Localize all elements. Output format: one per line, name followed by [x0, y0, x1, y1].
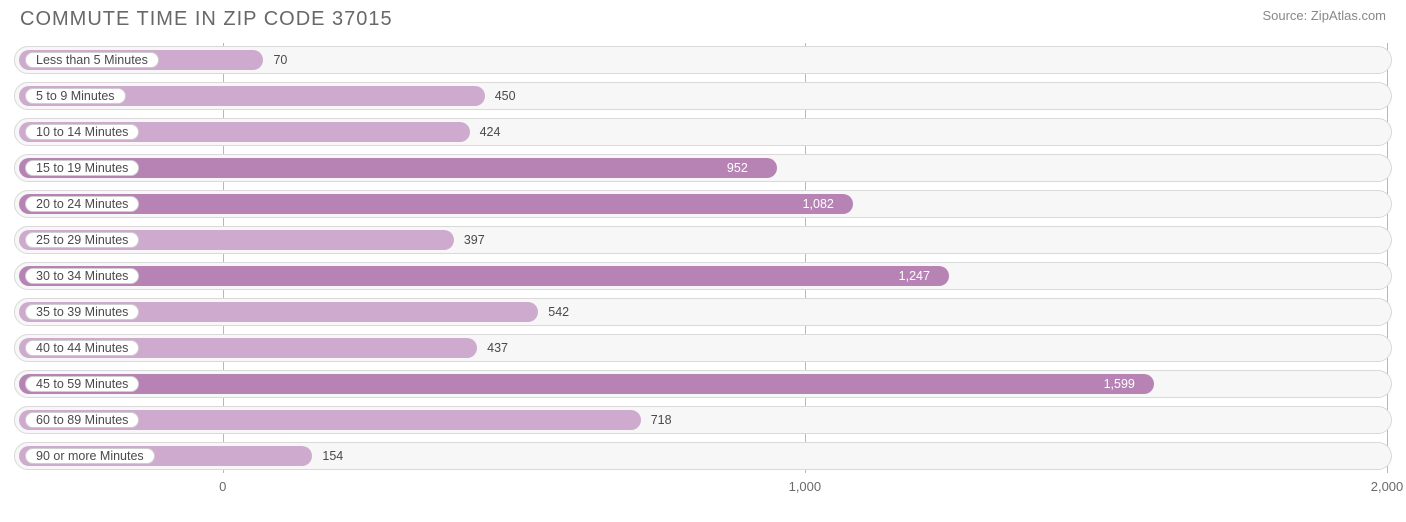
- category-label: 35 to 39 Minutes: [25, 304, 139, 320]
- category-label: 90 or more Minutes: [25, 448, 155, 464]
- value-label: 450: [495, 88, 516, 104]
- x-axis-label: 2,000: [1371, 479, 1404, 494]
- value-label: 1,599: [1104, 376, 1135, 392]
- category-label: 10 to 14 Minutes: [25, 124, 139, 140]
- category-label: 25 to 29 Minutes: [25, 232, 139, 248]
- value-label: 952: [727, 160, 748, 176]
- bar-row: 15 to 19 Minutes 952: [14, 151, 1392, 185]
- bar-row: 90 or more Minutes 154: [14, 439, 1392, 473]
- category-label: 30 to 34 Minutes: [25, 268, 139, 284]
- chart-source: Source: ZipAtlas.com: [1262, 8, 1386, 23]
- chart-header: COMMUTE TIME IN ZIP CODE 37015 Source: Z…: [0, 0, 1406, 35]
- value-label: 397: [464, 232, 485, 248]
- category-label: 20 to 24 Minutes: [25, 196, 139, 212]
- bar-row: 25 to 29 Minutes 397: [14, 223, 1392, 257]
- chart-area: 01,0002,000Less than 5 Minutes705 to 9 M…: [14, 43, 1392, 483]
- chart-title: COMMUTE TIME IN ZIP CODE 37015: [20, 8, 393, 31]
- category-label: Less than 5 Minutes: [25, 52, 159, 68]
- category-label: 60 to 89 Minutes: [25, 412, 139, 428]
- bar-row: 40 to 44 Minutes 437: [14, 331, 1392, 365]
- value-label: 70: [273, 52, 287, 68]
- bar: [19, 266, 949, 286]
- bar-row: 20 to 24 Minutes 1,082: [14, 187, 1392, 221]
- value-label: 154: [322, 448, 343, 464]
- x-axis-label: 0: [219, 479, 226, 494]
- value-label: 424: [480, 124, 501, 140]
- bar-row: 5 to 9 Minutes 450: [14, 79, 1392, 113]
- value-label: 542: [548, 304, 569, 320]
- bar-row: 30 to 34 Minutes 1,247: [14, 259, 1392, 293]
- category-label: 15 to 19 Minutes: [25, 160, 139, 176]
- bar: [19, 194, 853, 214]
- value-label: 718: [651, 412, 672, 428]
- bar-row: 35 to 39 Minutes 542: [14, 295, 1392, 329]
- value-label: 1,082: [803, 196, 834, 212]
- x-axis-label: 1,000: [789, 479, 822, 494]
- category-label: 45 to 59 Minutes: [25, 376, 139, 392]
- category-label: 40 to 44 Minutes: [25, 340, 139, 356]
- bar: [19, 374, 1154, 394]
- bar-row: 60 to 89 Minutes 718: [14, 403, 1392, 437]
- bar-row: 10 to 14 Minutes 424: [14, 115, 1392, 149]
- category-label: 5 to 9 Minutes: [25, 88, 126, 104]
- bar-row: 45 to 59 Minutes 1,599: [14, 367, 1392, 401]
- bar-row: Less than 5 Minutes 70: [14, 43, 1392, 77]
- value-label: 437: [487, 340, 508, 356]
- value-label: 1,247: [899, 268, 930, 284]
